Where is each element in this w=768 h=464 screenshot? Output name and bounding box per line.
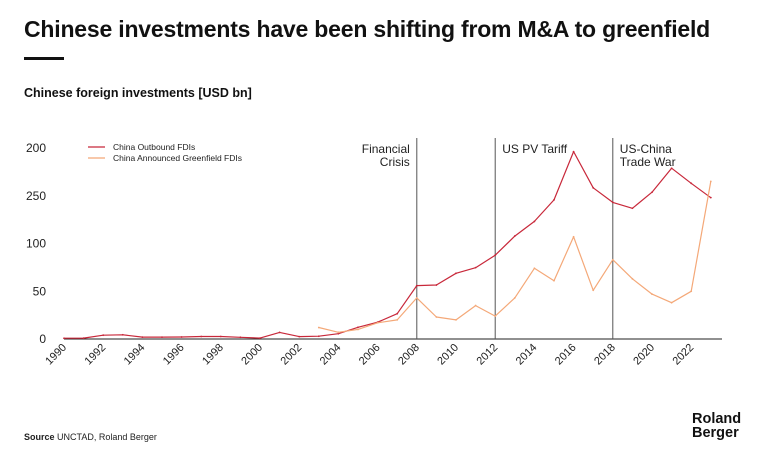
data-point-greenfield bbox=[455, 319, 457, 321]
source-text: UNCTAD, Roland Berger bbox=[57, 432, 157, 442]
x-tick-label: 2016 bbox=[553, 342, 579, 368]
x-tick-label: 2004 bbox=[318, 342, 344, 368]
data-point-outbound bbox=[278, 331, 281, 334]
x-tick-label: 2022 bbox=[671, 342, 697, 368]
data-point-outbound bbox=[533, 220, 536, 223]
x-tick-label: 2010 bbox=[435, 342, 461, 368]
data-point-greenfield bbox=[690, 290, 693, 293]
x-tick-label: 2000 bbox=[239, 342, 265, 368]
data-point-greenfield bbox=[337, 331, 340, 334]
data-point-greenfield bbox=[631, 277, 634, 280]
x-tick-label: 2008 bbox=[396, 342, 422, 368]
data-point-greenfield bbox=[651, 293, 653, 296]
roland-berger-logo: Roland Berger bbox=[692, 411, 742, 441]
y-tick-label: 250 bbox=[26, 189, 46, 203]
data-point-outbound bbox=[141, 336, 144, 338]
data-point-greenfield bbox=[553, 279, 555, 282]
data-point-outbound bbox=[63, 337, 65, 340]
legend-label: China Outbound FDIs bbox=[113, 142, 195, 152]
event-label: US PV Tariff bbox=[502, 142, 568, 156]
data-point-outbound bbox=[82, 337, 85, 340]
x-tick-label: 2018 bbox=[592, 342, 618, 368]
y-tick-label: 100 bbox=[26, 237, 46, 251]
data-point-outbound bbox=[161, 336, 163, 338]
source-note: Source UNCTAD, Roland Berger bbox=[24, 432, 157, 442]
data-point-greenfield bbox=[317, 326, 320, 329]
data-point-greenfield bbox=[435, 316, 438, 318]
title-underline bbox=[24, 57, 64, 60]
line-chart: 0 50 100 250 200 1990 1992 1994 1996 1998 2000 2002… bbox=[26, 138, 722, 368]
data-point-outbound bbox=[102, 334, 105, 337]
x-tick-label: 1996 bbox=[161, 342, 187, 368]
source-label: Source bbox=[24, 432, 55, 442]
legend-label: China Announced Greenfield FDIs bbox=[113, 153, 242, 163]
data-point-outbound bbox=[474, 266, 477, 269]
data-point-outbound bbox=[239, 336, 242, 339]
data-point-outbound bbox=[219, 335, 222, 338]
x-tick-label: 1994 bbox=[122, 342, 148, 368]
x-tick-label: 2020 bbox=[631, 342, 657, 368]
data-point-greenfield bbox=[513, 297, 516, 299]
data-point-greenfield bbox=[415, 297, 418, 299]
data-point-outbound bbox=[631, 207, 634, 210]
series-line-outbound-fdi bbox=[63, 151, 712, 339]
chart-title: Chinese foreign investments [USD bn] bbox=[24, 86, 252, 100]
data-point-greenfield bbox=[396, 319, 399, 321]
data-point-outbound bbox=[494, 254, 497, 257]
data-point-outbound bbox=[709, 196, 712, 199]
data-point-outbound bbox=[317, 335, 320, 338]
event-label: Crisis bbox=[380, 155, 410, 169]
data-point-outbound bbox=[180, 336, 183, 338]
x-tick-label: 1998 bbox=[200, 342, 226, 368]
page-title: Chinese investments have been shifting f… bbox=[24, 16, 711, 42]
data-point-greenfield bbox=[494, 315, 497, 317]
data-point-outbound bbox=[415, 284, 418, 287]
x-tick-label: 2012 bbox=[475, 342, 501, 368]
y-tick-label: 0 bbox=[39, 332, 46, 346]
event-label: Financial bbox=[362, 142, 410, 156]
x-tick-label: 2014 bbox=[514, 342, 540, 368]
data-point-outbound bbox=[455, 272, 457, 275]
data-point-outbound bbox=[121, 333, 124, 336]
data-point-greenfield bbox=[357, 328, 359, 331]
data-point-outbound bbox=[200, 335, 203, 338]
y-tick-label: 200 bbox=[26, 141, 46, 155]
x-tick-label: 1990 bbox=[43, 342, 69, 368]
logo-line-1: Roland bbox=[692, 411, 742, 427]
data-point-outbound bbox=[435, 284, 438, 286]
data-point-outbound bbox=[553, 198, 555, 201]
data-point-greenfield bbox=[670, 301, 673, 304]
data-point-outbound bbox=[513, 235, 516, 237]
data-point-outbound bbox=[592, 186, 595, 189]
data-point-greenfield bbox=[376, 321, 379, 324]
data-point-greenfield bbox=[533, 267, 536, 270]
data-point-outbound bbox=[259, 337, 261, 340]
data-point-outbound bbox=[357, 326, 359, 329]
data-point-greenfield bbox=[611, 258, 614, 261]
data-point-outbound bbox=[572, 150, 575, 153]
data-point-outbound bbox=[611, 201, 614, 204]
data-point-greenfield bbox=[709, 180, 712, 183]
logo-line-2: Berger bbox=[692, 425, 739, 441]
data-point-greenfield bbox=[592, 289, 595, 292]
data-point-greenfield bbox=[474, 304, 477, 307]
series-line-greenfield-fdi bbox=[318, 181, 712, 333]
data-point-outbound bbox=[690, 182, 693, 185]
event-label: US-China bbox=[620, 142, 672, 156]
data-point-greenfield bbox=[572, 235, 575, 238]
x-tick-label: 1992 bbox=[83, 342, 109, 368]
data-point-outbound bbox=[298, 335, 301, 338]
x-tick-label: 2002 bbox=[279, 342, 305, 368]
x-tick-label: 2006 bbox=[357, 342, 383, 368]
data-point-outbound bbox=[337, 332, 340, 335]
data-point-outbound bbox=[670, 167, 673, 170]
data-point-outbound bbox=[651, 191, 653, 194]
event-label: Trade War bbox=[620, 155, 676, 169]
y-tick-label: 50 bbox=[33, 284, 47, 298]
data-point-outbound bbox=[396, 312, 399, 315]
